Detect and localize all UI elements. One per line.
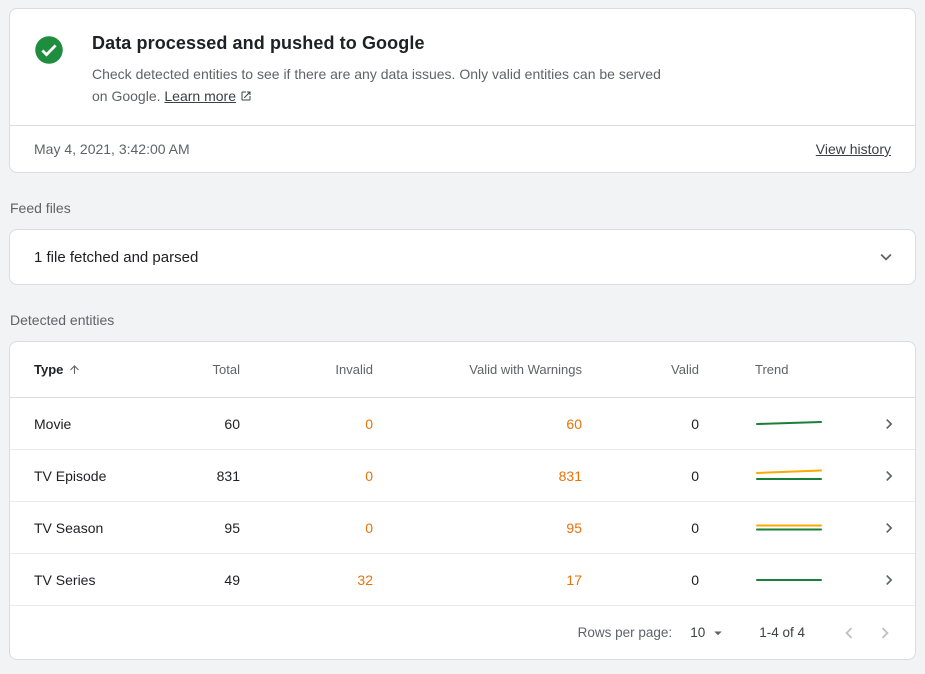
row-trend: [699, 413, 867, 435]
column-header-invalid[interactable]: Invalid: [335, 362, 373, 377]
row-type: TV Episode: [34, 467, 107, 484]
table-header-row: Type Total Invalid Valid with Warnings V…: [10, 342, 915, 398]
row-total: 831: [216, 467, 240, 484]
table-row-tv-season[interactable]: TV Season 95 0 95 0: [10, 502, 915, 554]
feed-files-section-label: Feed files: [10, 200, 71, 216]
feed-files-expander[interactable]: 1 file fetched and parsed: [9, 229, 916, 285]
detected-entities-section-label: Detected entities: [10, 312, 115, 328]
sort-ascending-icon: [70, 365, 80, 374]
pagination-range: 1-4 of 4: [759, 625, 805, 640]
table-row-movie[interactable]: Movie 60 0 60 0: [10, 398, 915, 450]
learn-more-link[interactable]: Learn more: [164, 88, 252, 104]
column-header-trend: Trend: [755, 362, 789, 377]
row-type: TV Series: [34, 571, 96, 588]
trend-sparkline: [756, 524, 822, 530]
learn-more-label: Learn more: [164, 88, 236, 104]
row-valid-with-warnings: 95: [566, 519, 582, 536]
table-pagination: Rows per page: 10 1-4 of 4: [10, 606, 915, 659]
status-text-block: Data processed and pushed to Google Chec…: [92, 33, 667, 107]
rows-per-page-value: 10: [690, 625, 706, 640]
row-trend: [699, 569, 867, 591]
row-invalid: 0: [365, 415, 373, 432]
row-type: TV Season: [34, 519, 104, 536]
trend-sparkline: [756, 469, 822, 480]
view-history-link[interactable]: View history: [815, 141, 891, 157]
feed-files-summary: 1 file fetched and parsed: [34, 248, 199, 266]
column-header-type-label: Type: [34, 362, 64, 377]
row-invalid: 0: [365, 519, 373, 536]
row-trend: [699, 517, 867, 539]
trend-sparkline: [756, 420, 822, 425]
chevron-down-icon[interactable]: [875, 246, 897, 268]
row-detail-button[interactable]: [867, 518, 915, 538]
row-detail-button[interactable]: [867, 466, 915, 486]
chevron-right-icon[interactable]: [879, 414, 899, 434]
row-invalid: 0: [365, 467, 373, 484]
row-detail-button[interactable]: [867, 414, 915, 434]
success-check-icon: [35, 36, 63, 64]
table-row-tv-episode[interactable]: TV Episode 831 0 831 0: [10, 450, 915, 502]
last-run-timestamp: May 4, 2021, 3:42:00 AM: [34, 141, 190, 157]
chevron-right-icon[interactable]: [879, 518, 899, 538]
column-header-type[interactable]: Type: [34, 362, 164, 377]
column-header-total[interactable]: Total: [212, 362, 240, 377]
row-valid: 0: [691, 571, 699, 588]
previous-page-button[interactable]: [831, 615, 867, 651]
external-link-icon: [241, 91, 251, 101]
row-type: Movie: [34, 415, 72, 432]
status-description: Check detected entities to see if there …: [92, 63, 667, 107]
row-valid-with-warnings: 60: [566, 415, 582, 432]
table-row-tv-series[interactable]: TV Series 49 32 17 0: [10, 554, 915, 606]
trend-sparkline: [756, 578, 822, 581]
dropdown-arrow-icon: [714, 631, 722, 635]
detected-entities-table: Type Total Invalid Valid with Warnings V…: [9, 341, 916, 660]
row-invalid: 32: [357, 571, 373, 588]
row-valid-with-warnings: 17: [566, 571, 582, 588]
chevron-left-icon[interactable]: [838, 622, 860, 644]
row-valid-with-warnings: 831: [558, 467, 582, 484]
status-title: Data processed and pushed to Google: [92, 33, 425, 53]
row-valid: 0: [691, 467, 699, 484]
status-card-main: Data processed and pushed to Google Chec…: [10, 9, 915, 125]
chevron-right-icon[interactable]: [874, 622, 896, 644]
row-total: 60: [224, 415, 240, 432]
row-detail-button[interactable]: [867, 570, 915, 590]
rows-per-page-select[interactable]: 10: [690, 624, 727, 642]
status-description-text: Check detected entities to see if there …: [92, 66, 661, 104]
next-page-button[interactable]: [867, 615, 903, 651]
status-footer: May 4, 2021, 3:42:00 AM View history: [10, 125, 915, 172]
column-header-valid[interactable]: Valid: [671, 362, 699, 377]
chevron-right-icon[interactable]: [879, 570, 899, 590]
row-total: 49: [224, 571, 240, 588]
row-valid: 0: [691, 415, 699, 432]
status-card: Data processed and pushed to Google Chec…: [9, 8, 916, 173]
page: Data processed and pushed to Google Chec…: [9, 8, 916, 660]
chevron-right-icon[interactable]: [879, 466, 899, 486]
row-trend: [699, 465, 867, 487]
row-valid: 0: [691, 519, 699, 536]
column-header-valid-with-warnings[interactable]: Valid with Warnings: [469, 362, 582, 377]
row-total: 95: [224, 519, 240, 536]
rows-per-page-label: Rows per page:: [577, 625, 673, 640]
